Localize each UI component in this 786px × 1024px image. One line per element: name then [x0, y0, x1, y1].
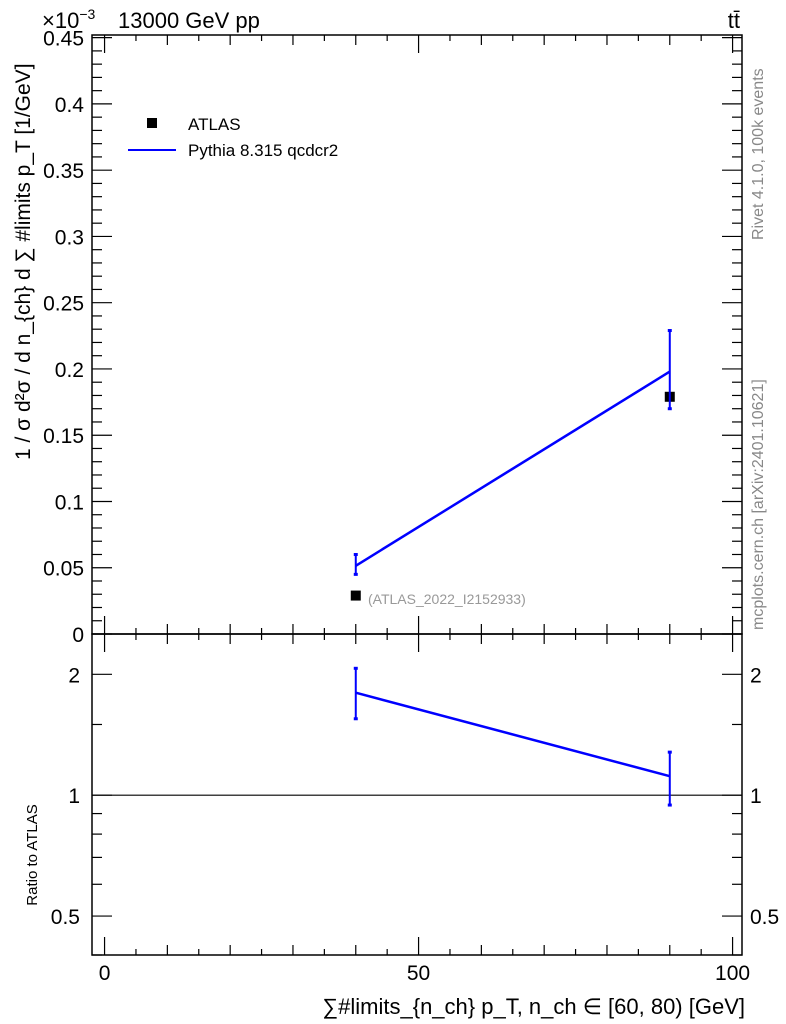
pythia-line [355, 370, 671, 567]
analysis-label: (ATLAS_2022_I2152933) [368, 591, 526, 607]
ratio-y-tick-label-right: 2 [750, 664, 762, 687]
y-tick-label: 0.35 [43, 160, 84, 183]
title-left: 13000 GeV pp [118, 8, 260, 33]
atlas-data-point [350, 590, 361, 601]
y-tick-label: 0.45 [43, 28, 84, 51]
mcplots-label: mcplots.cern.ch [arXiv:2401.10621] [750, 379, 767, 630]
rivet-label: Rivet 4.1.0, 100k events [750, 68, 767, 240]
title-right: tt̄ [728, 8, 740, 33]
y-tick-label: 0.05 [43, 558, 84, 581]
x-tick-label: 100 [715, 962, 750, 985]
multiplier-label: ×10−3 [42, 6, 96, 33]
x-tick-label: 0 [99, 962, 111, 985]
y-tick-label: 0.15 [43, 425, 84, 448]
x-axis-label: ∑#limits_{n_ch} p_T, n_ch ∈ [60, 80) [Ge… [322, 994, 745, 1019]
legend-pythia-label: Pythia 8.315 qcdcr2 [188, 141, 338, 160]
ratio-y-tick-label: 1 [68, 785, 80, 808]
y-tick-label: 0 [72, 624, 84, 647]
ratio-y-tick-label: 0.5 [51, 906, 80, 929]
ratio-y-tick-label-right: 1 [750, 785, 762, 808]
ratio-y-axis-label: Ratio to ATLAS [24, 804, 41, 905]
y-tick-label: 0.3 [55, 226, 84, 249]
y-tick-label: 0.1 [55, 491, 84, 514]
legend-atlas-marker [147, 118, 157, 128]
ratio-panel: 0 50 100 0.5 0.5 1 1 2 2 [51, 633, 779, 985]
y-tick-label: 0.25 [43, 293, 84, 316]
x-tick-label: 50 [407, 962, 430, 985]
ratio-frame [91, 633, 743, 956]
ratio-y-tick-label: 2 [68, 664, 80, 687]
ratio-pythia-line [355, 691, 671, 778]
legend: ATLAS Pythia 8.315 qcdcr2 [128, 115, 338, 160]
y-axis-label: 1 / σ d²σ / d n_{ch} d ∑ #limits p_T [1/… [12, 63, 35, 460]
legend-atlas-label: ATLAS [188, 115, 241, 134]
ratio-y-tick-label-right: 0.5 [750, 906, 779, 929]
y-tick-label: 0.2 [55, 359, 84, 382]
main-panel: 0 0.05 0.1 0.15 0.2 0.25 0.3 0.35 0.4 0.45 [43, 28, 743, 647]
y-tick-label: 0.4 [55, 94, 85, 117]
